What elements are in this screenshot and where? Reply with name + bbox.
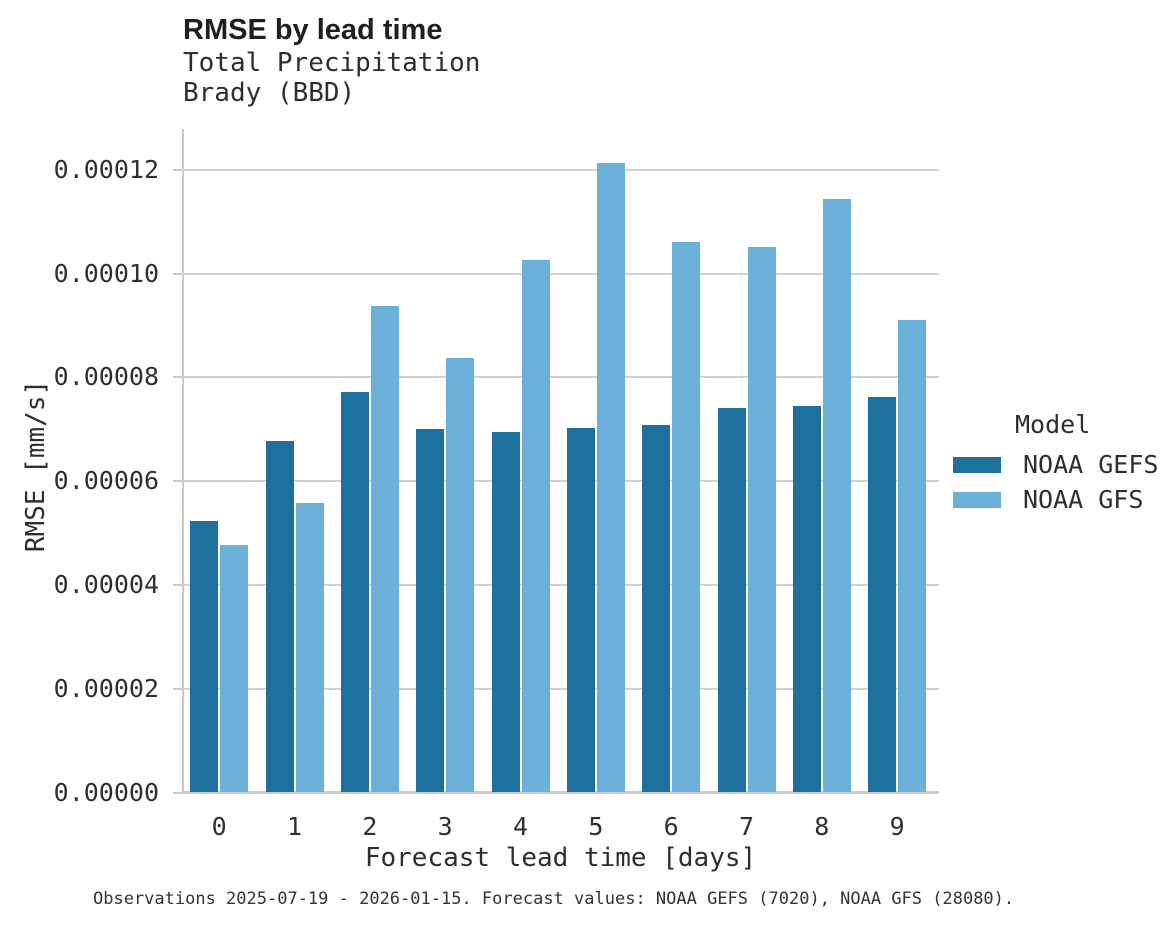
bar-noaa-gfs-day8 xyxy=(822,199,851,793)
bar-noaa-gfs-day4 xyxy=(521,260,550,793)
x-tick-label: 8 xyxy=(814,812,830,841)
y-tick-label: 0.00008 xyxy=(53,362,159,392)
chart-title: RMSE by lead time xyxy=(183,14,443,46)
x-tick-label: 9 xyxy=(889,812,905,841)
gridline xyxy=(182,376,939,379)
y-tick-mark xyxy=(173,168,182,171)
y-tick-label: 0.00012 xyxy=(53,154,159,184)
legend-label: NOAA GFS xyxy=(1023,485,1144,514)
x-tick-label: 3 xyxy=(437,812,453,841)
y-tick-mark xyxy=(173,376,182,379)
bar-noaa-gefs-day6 xyxy=(642,424,671,793)
bar-noaa-gefs-day0 xyxy=(190,520,219,793)
chart-subtitle-station: Brady (BBD) xyxy=(183,77,356,108)
legend-swatch xyxy=(953,456,1001,473)
bar-noaa-gfs-day1 xyxy=(295,503,324,793)
bar-noaa-gfs-day3 xyxy=(446,358,475,793)
y-axis-spine xyxy=(182,129,184,793)
x-tick-label: 2 xyxy=(362,812,378,841)
x-tick-label: 7 xyxy=(738,812,755,841)
footer-note: Observations 2025-07-19 - 2026-01-15. Fo… xyxy=(93,889,1015,909)
legend-entry: NOAA GEFS xyxy=(953,447,1158,482)
y-tick-label: 0.00010 xyxy=(53,258,159,288)
bar-noaa-gfs-day9 xyxy=(898,320,927,793)
y-tick-label: 0.00006 xyxy=(53,466,159,496)
bar-noaa-gefs-day4 xyxy=(491,432,520,793)
y-tick-mark xyxy=(173,272,182,275)
y-tick-label: 0.00004 xyxy=(53,569,159,599)
bar-noaa-gefs-day1 xyxy=(265,441,294,793)
legend-entries: NOAA GEFS NOAA GFS xyxy=(953,447,1158,517)
bar-noaa-gefs-day7 xyxy=(717,407,746,793)
x-tick-label: 0 xyxy=(211,812,227,841)
y-tick-mark xyxy=(173,791,182,794)
bar-noaa-gfs-day5 xyxy=(596,162,625,793)
x-axis-line xyxy=(182,791,939,794)
chart-subtitle: Total Precipitation Brady (BBD) xyxy=(183,48,481,108)
legend-label: NOAA GEFS xyxy=(1023,450,1159,479)
chart-subtitle-variable: Total Precipitation xyxy=(183,48,481,78)
x-axis-title: Forecast lead time [days] xyxy=(364,843,757,873)
gridline xyxy=(182,272,939,275)
legend-swatch xyxy=(953,491,1001,508)
bar-noaa-gefs-day9 xyxy=(868,397,897,793)
y-tick-mark xyxy=(173,480,182,483)
gridline xyxy=(182,583,939,586)
y-tick-mark xyxy=(173,583,182,586)
bar-noaa-gfs-day7 xyxy=(747,247,776,793)
bar-noaa-gfs-day6 xyxy=(672,242,701,793)
bar-noaa-gfs-day2 xyxy=(370,305,399,793)
bar-noaa-gefs-day8 xyxy=(792,405,821,793)
bar-noaa-gefs-day2 xyxy=(340,391,369,793)
legend-entry: NOAA GFS xyxy=(953,482,1158,517)
y-tick-mark xyxy=(173,687,182,690)
y-tick-label: 0.00000 xyxy=(53,777,159,807)
gridline xyxy=(182,480,939,483)
legend: Model NOAA GEFS NOAA GFS xyxy=(953,411,1158,517)
legend-title: Model xyxy=(1015,410,1091,439)
x-tick-label: 5 xyxy=(588,812,604,841)
bar-noaa-gefs-day5 xyxy=(566,428,595,793)
gridline xyxy=(182,687,939,690)
x-tick-label: 1 xyxy=(286,812,303,841)
x-tick-label: 6 xyxy=(663,812,679,841)
gridline xyxy=(182,168,939,171)
bar-noaa-gefs-day3 xyxy=(416,428,445,793)
y-tick-label: 0.00002 xyxy=(53,673,159,703)
x-tick-label: 4 xyxy=(512,812,529,841)
bar-noaa-gfs-day0 xyxy=(220,544,249,793)
